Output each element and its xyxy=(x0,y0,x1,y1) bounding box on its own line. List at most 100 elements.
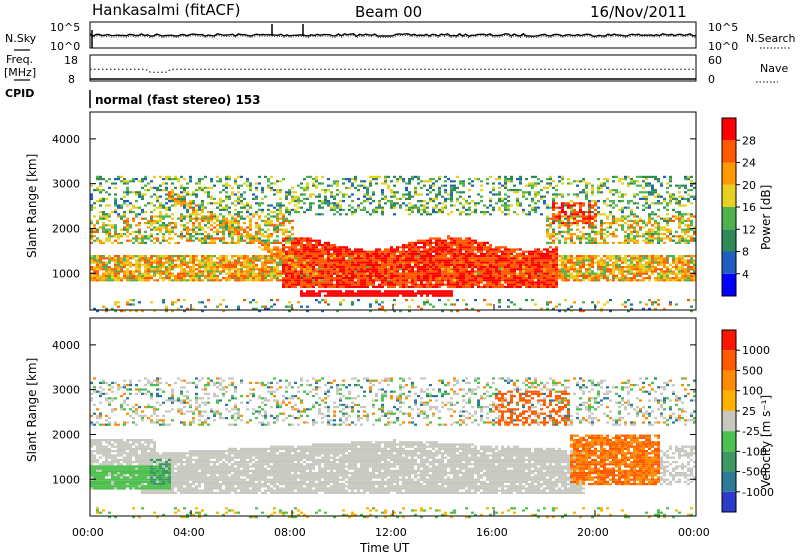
power-cell xyxy=(357,261,360,264)
cpid-text: normal (fast stereo) 153 xyxy=(95,93,261,107)
power-cell xyxy=(171,226,174,229)
power-cell xyxy=(393,299,396,302)
power-cell xyxy=(612,200,615,203)
power-cell xyxy=(195,195,198,198)
power-cell xyxy=(522,259,525,262)
power-cell xyxy=(303,244,306,247)
power-cell xyxy=(186,230,189,233)
power-cell xyxy=(309,244,312,247)
power-cell xyxy=(579,272,582,275)
power-cell xyxy=(537,252,540,255)
power-cell xyxy=(225,279,228,282)
power-cell xyxy=(450,270,453,273)
power-cell xyxy=(306,237,309,240)
power-cell xyxy=(243,274,246,277)
power-cell xyxy=(210,255,213,258)
power-cell xyxy=(267,246,270,249)
power-cell xyxy=(129,261,132,264)
power-cell xyxy=(396,290,399,293)
power-cell xyxy=(126,226,129,229)
power-cell xyxy=(270,219,273,222)
power-cell xyxy=(201,259,204,262)
power-cell xyxy=(432,270,435,273)
power-cell xyxy=(327,189,330,192)
power-cell xyxy=(171,255,174,258)
power-cell xyxy=(258,204,261,207)
power-cell xyxy=(555,279,558,282)
power-cell xyxy=(144,257,147,260)
power-cell xyxy=(234,204,237,207)
power-cell xyxy=(387,272,390,275)
power-cell xyxy=(324,259,327,262)
power-cell xyxy=(261,244,264,247)
power-cell xyxy=(330,294,333,297)
power-cell xyxy=(162,235,165,238)
power-cell xyxy=(153,268,156,271)
power-cell xyxy=(165,175,168,178)
power-cell xyxy=(147,202,150,205)
power-cell xyxy=(441,208,444,211)
power-cell xyxy=(357,299,360,302)
power-cell xyxy=(207,277,210,280)
power-cell xyxy=(567,222,570,225)
power-cell xyxy=(150,255,153,258)
power-cell xyxy=(510,189,513,192)
power-cell xyxy=(249,206,252,209)
power-cell xyxy=(156,237,159,240)
power-cell xyxy=(273,270,276,273)
power-cell xyxy=(243,261,246,264)
power-cell xyxy=(174,259,177,262)
power-cell xyxy=(279,257,282,260)
power-cell xyxy=(609,224,612,227)
power-cell xyxy=(228,268,231,271)
power-cell xyxy=(498,175,501,178)
power-cell xyxy=(315,274,318,277)
power-cell xyxy=(387,263,390,266)
power-cell xyxy=(552,283,555,286)
power-cell xyxy=(573,279,576,282)
power-cell xyxy=(582,272,585,275)
power-cell xyxy=(372,266,375,269)
power-cell xyxy=(528,182,531,185)
power-cell xyxy=(423,204,426,207)
power-cell xyxy=(597,211,600,214)
power-cell xyxy=(489,283,492,286)
power-cell xyxy=(579,266,582,269)
power-cell xyxy=(336,250,339,253)
power-cell xyxy=(357,263,360,266)
power-cell xyxy=(504,182,507,185)
power-cell xyxy=(153,241,156,244)
power-cell xyxy=(207,226,210,229)
power-cell xyxy=(546,277,549,280)
power-cell xyxy=(219,259,222,262)
power-cell xyxy=(285,255,288,258)
power-cell xyxy=(516,279,519,282)
power-cell xyxy=(276,202,279,205)
power-cell xyxy=(294,237,297,240)
power-cell xyxy=(291,257,294,260)
power-cell xyxy=(546,182,549,185)
power-cell xyxy=(345,266,348,269)
power-cell xyxy=(495,268,498,271)
power-cell xyxy=(450,279,453,282)
power-cell xyxy=(423,290,426,293)
power-cell xyxy=(315,239,318,242)
power-cell xyxy=(414,241,417,244)
power-cell xyxy=(270,175,273,178)
power-cell xyxy=(246,259,249,262)
power-cell xyxy=(456,268,459,271)
power-cell xyxy=(465,200,468,203)
power-cell xyxy=(579,259,582,262)
power-cell xyxy=(117,277,120,280)
power-cell xyxy=(546,219,549,222)
power-cell xyxy=(246,204,249,207)
power-cell xyxy=(624,235,627,238)
power-cell xyxy=(375,252,378,255)
power-cell xyxy=(432,211,435,214)
power-cell xyxy=(504,274,507,277)
power-cell xyxy=(588,213,591,216)
power-cell xyxy=(453,281,456,284)
power-cell xyxy=(618,191,621,194)
power-cell xyxy=(600,261,603,264)
power-cell xyxy=(450,292,453,295)
